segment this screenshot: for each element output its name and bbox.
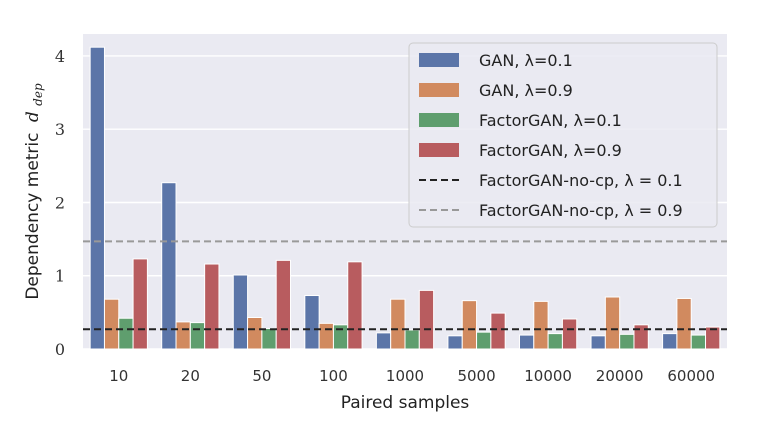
x-tick-label-50: 50 xyxy=(252,367,271,385)
legend-label-1: GAN, λ=0.9 xyxy=(479,81,573,100)
bar-series-3-cat-5000 xyxy=(490,312,506,350)
bar-series-0-cat-50 xyxy=(232,274,249,350)
reference-lines xyxy=(83,240,727,331)
bar-series-2-cat-10 xyxy=(118,317,134,350)
bar-series-0-cat-20000 xyxy=(590,335,606,350)
y-tick-labels: 0 1 2 3 4 xyxy=(55,47,65,359)
legend-label-ref-0: FactorGAN-no-cp, λ = 0.1 xyxy=(479,171,683,190)
bar-series-1-cat-100 xyxy=(318,322,334,350)
y-tick-label-3: 3 xyxy=(55,120,65,139)
y-tick-label-4: 4 xyxy=(55,47,65,66)
y-tick-label-2: 2 xyxy=(55,193,65,212)
bar-series-0-cat-10 xyxy=(89,46,105,350)
y-axis-label: Dependency metric d dep xyxy=(23,83,45,300)
legend-label-2: FactorGAN, λ=0.1 xyxy=(479,111,622,130)
x-tick-labels: 10 20 50 100 1000 5000 10000 20000 60000 xyxy=(109,367,715,385)
x-tick-label-20000: 20000 xyxy=(596,367,644,385)
bar-series-0-cat-10000 xyxy=(518,334,535,350)
legend-swatch-1 xyxy=(419,83,459,97)
bar-series-3-cat-20 xyxy=(204,263,220,350)
x-tick-label-100: 100 xyxy=(319,367,348,385)
bar-series-2-cat-1000 xyxy=(404,329,420,350)
bar-series-0-cat-60000 xyxy=(662,333,678,350)
x-axis-label: Paired samples xyxy=(341,393,470,413)
legend-box xyxy=(408,42,718,228)
legend-swatch-0 xyxy=(419,53,459,67)
bar-series-1-cat-20 xyxy=(175,321,191,350)
y-axis-label-subscript: dep xyxy=(31,83,45,106)
legend: GAN, λ=0.1 GAN, λ=0.9 FactorGAN, λ=0.1 Fact… xyxy=(408,42,718,228)
y-tick-label-1: 1 xyxy=(55,267,65,286)
bar-series-0-cat-5000 xyxy=(447,335,463,350)
bar-series-3-cat-60000 xyxy=(705,326,721,350)
x-tick-label-60000: 60000 xyxy=(667,367,715,385)
bar-series-1-cat-60000 xyxy=(676,297,692,350)
bar-series-2-cat-50 xyxy=(261,327,277,350)
bar-series-2-cat-20000 xyxy=(619,333,635,350)
bar-series-0-cat-100 xyxy=(304,295,320,350)
bar-series-1-cat-1000 xyxy=(390,298,406,350)
bar-series-2-cat-5000 xyxy=(476,331,492,350)
bar-series-1-cat-5000 xyxy=(461,300,478,350)
bar-series-0-cat-20 xyxy=(161,182,177,350)
bar-series-1-cat-10000 xyxy=(533,300,549,350)
y-tick-label-0: 0 xyxy=(55,340,65,359)
legend-swatch-3 xyxy=(419,143,459,157)
legend-label-3: FactorGAN, λ=0.9 xyxy=(479,141,622,160)
x-tick-label-1000: 1000 xyxy=(386,367,424,385)
x-tick-label-10000: 10000 xyxy=(524,367,572,385)
x-tick-label-5000: 5000 xyxy=(457,367,495,385)
bar-series-2-cat-20 xyxy=(189,322,206,350)
legend-label-ref-1: FactorGAN-no-cp, λ = 0.9 xyxy=(479,201,683,220)
bar-series-3-cat-100 xyxy=(347,261,363,350)
bar-series-3-cat-1000 xyxy=(418,289,435,350)
legend-swatch-2 xyxy=(419,113,459,127)
bar-series-1-cat-50 xyxy=(247,317,263,350)
legend-label-0: GAN, λ=0.1 xyxy=(479,51,573,70)
bar-series-1-cat-10 xyxy=(103,298,120,350)
bar-series-2-cat-60000 xyxy=(690,334,707,350)
bar-series-2-cat-10000 xyxy=(547,333,563,350)
legend-items: GAN, λ=0.1 GAN, λ=0.9 FactorGAN, λ=0.1 Fact… xyxy=(419,51,683,220)
bar-series-3-cat-10000 xyxy=(561,318,578,350)
bar-series-3-cat-50 xyxy=(275,259,292,350)
y-axis-label-text: Dependency metric xyxy=(23,133,43,300)
bar-series-1-cat-20000 xyxy=(604,296,621,350)
y-axis-label-symbol: d xyxy=(23,111,43,122)
bar-series-0-cat-1000 xyxy=(375,332,392,350)
x-tick-label-20: 20 xyxy=(181,367,200,385)
bar-series-3-cat-20000 xyxy=(633,324,649,350)
bar-series-3-cat-10 xyxy=(132,258,148,350)
x-tick-label-10: 10 xyxy=(109,367,128,385)
bars xyxy=(89,46,721,350)
